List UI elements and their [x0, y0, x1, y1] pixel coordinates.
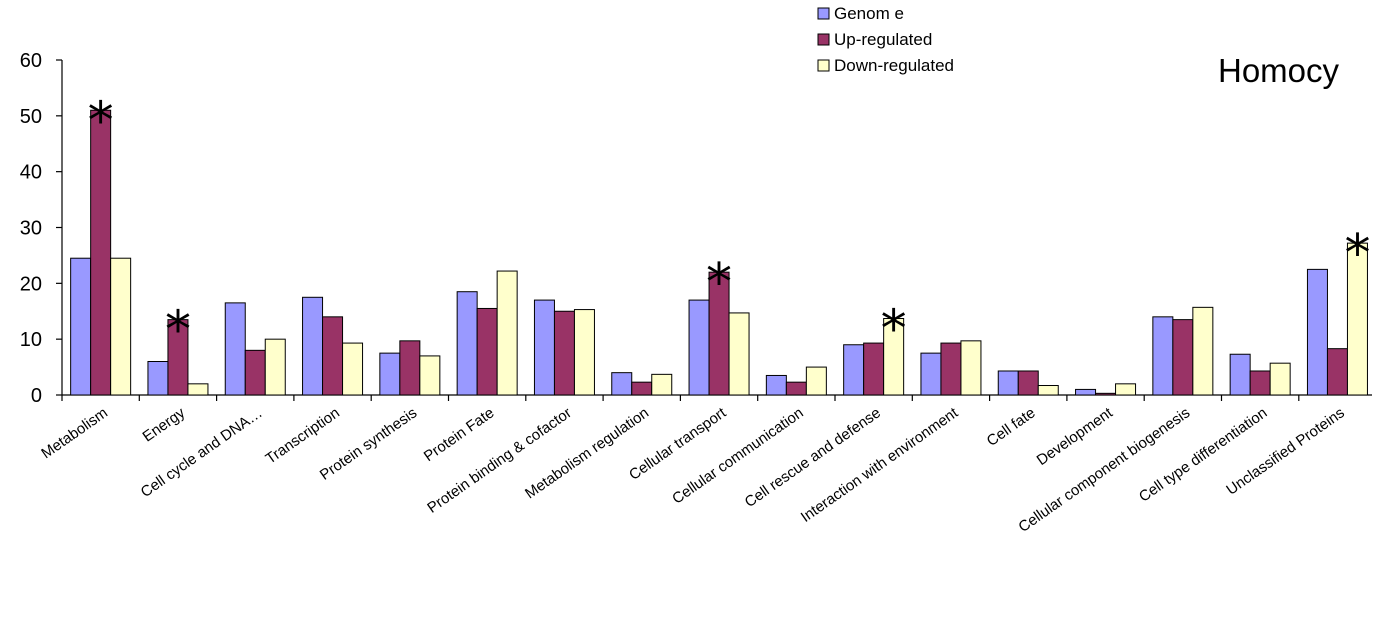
- bar: [496, 270, 518, 396]
- bar: [244, 349, 266, 396]
- x-category-label: Protein Fate: [421, 404, 498, 465]
- bars: [70, 109, 1368, 396]
- bar: [476, 307, 498, 396]
- bar: [960, 340, 982, 396]
- x-category-label: Interaction with environment: [798, 404, 962, 526]
- bar: [728, 312, 750, 396]
- legend-label: Up-regulated: [834, 30, 932, 49]
- bar: [187, 383, 209, 396]
- x-category-label: Transcription: [263, 404, 343, 467]
- bar: [688, 299, 710, 396]
- bar: [1346, 242, 1368, 396]
- x-category-label: Energy: [140, 404, 189, 445]
- significance-asterisk: *: [1344, 224, 1370, 284]
- legend-swatch: [817, 7, 830, 20]
- bar: [110, 257, 132, 396]
- bar: [883, 318, 905, 396]
- bar: [805, 366, 827, 396]
- bar: [785, 381, 807, 396]
- y-tick-label: 40: [20, 162, 42, 184]
- y-tick-label: 50: [20, 106, 42, 128]
- bar: [1306, 268, 1328, 396]
- bar: [1152, 316, 1174, 396]
- y-tick-label: 20: [20, 273, 42, 295]
- bar: [1115, 383, 1137, 396]
- significance-asterisk: *: [88, 91, 114, 151]
- bar: [997, 370, 1019, 396]
- bar: [379, 352, 401, 396]
- bar: [1095, 392, 1117, 396]
- x-category-label: Cell type differentiation: [1136, 404, 1271, 505]
- x-category-label: Metabolism: [38, 404, 111, 462]
- bar: [419, 355, 441, 396]
- x-category-label: Metabolism regulation: [522, 404, 652, 502]
- x-category-label: Protein binding & cofactor: [424, 404, 574, 516]
- bar: [843, 344, 865, 396]
- x-category-label: Cell fate: [984, 404, 1039, 449]
- bar: [224, 302, 246, 396]
- significance-asterisk: *: [706, 253, 732, 313]
- legend-swatch: [817, 59, 830, 72]
- bar: [302, 296, 324, 396]
- bar: [553, 310, 575, 396]
- y-tick-label: 10: [20, 329, 42, 351]
- bar: [611, 372, 633, 396]
- y-tick-label: 60: [20, 50, 42, 72]
- legend-swatch: [817, 33, 830, 46]
- bar: [147, 361, 169, 396]
- significance-markers: * * * * *: [88, 91, 1371, 360]
- legend-label: Genom e: [834, 4, 904, 23]
- bar: [1229, 353, 1251, 396]
- bar: [90, 109, 112, 396]
- bar: [399, 340, 421, 396]
- bar: [765, 374, 787, 396]
- bar: [573, 309, 595, 396]
- bar: [940, 342, 962, 396]
- bar: [651, 373, 673, 396]
- x-category-label: Cell rescue and defense: [742, 404, 884, 511]
- bar: [1192, 306, 1214, 396]
- bar: [1249, 370, 1271, 396]
- bar: [1326, 348, 1348, 396]
- bar: [631, 381, 653, 396]
- significance-asterisk: *: [881, 300, 907, 360]
- legend-label: Down-regulated: [834, 56, 954, 75]
- bar: [533, 299, 555, 396]
- y-tick-label: 0: [31, 385, 42, 407]
- y-tick-label: 30: [20, 218, 42, 240]
- bar: [322, 316, 344, 396]
- bar: [920, 352, 942, 396]
- bar: [70, 257, 92, 396]
- x-category-label: Cellular communication: [669, 404, 806, 507]
- bar: [264, 338, 286, 396]
- bar: [1075, 388, 1097, 396]
- bar: [167, 319, 189, 396]
- bar: [342, 342, 364, 396]
- significance-asterisk: *: [165, 301, 191, 361]
- bar: [1037, 385, 1059, 396]
- bar: [1269, 362, 1291, 396]
- bar: [1172, 319, 1194, 396]
- bar: [1017, 370, 1039, 396]
- chart-title: Homocy: [1218, 52, 1340, 89]
- bar: [456, 291, 478, 396]
- legend: Genom e Up-regulated Down-regulated: [817, 4, 954, 75]
